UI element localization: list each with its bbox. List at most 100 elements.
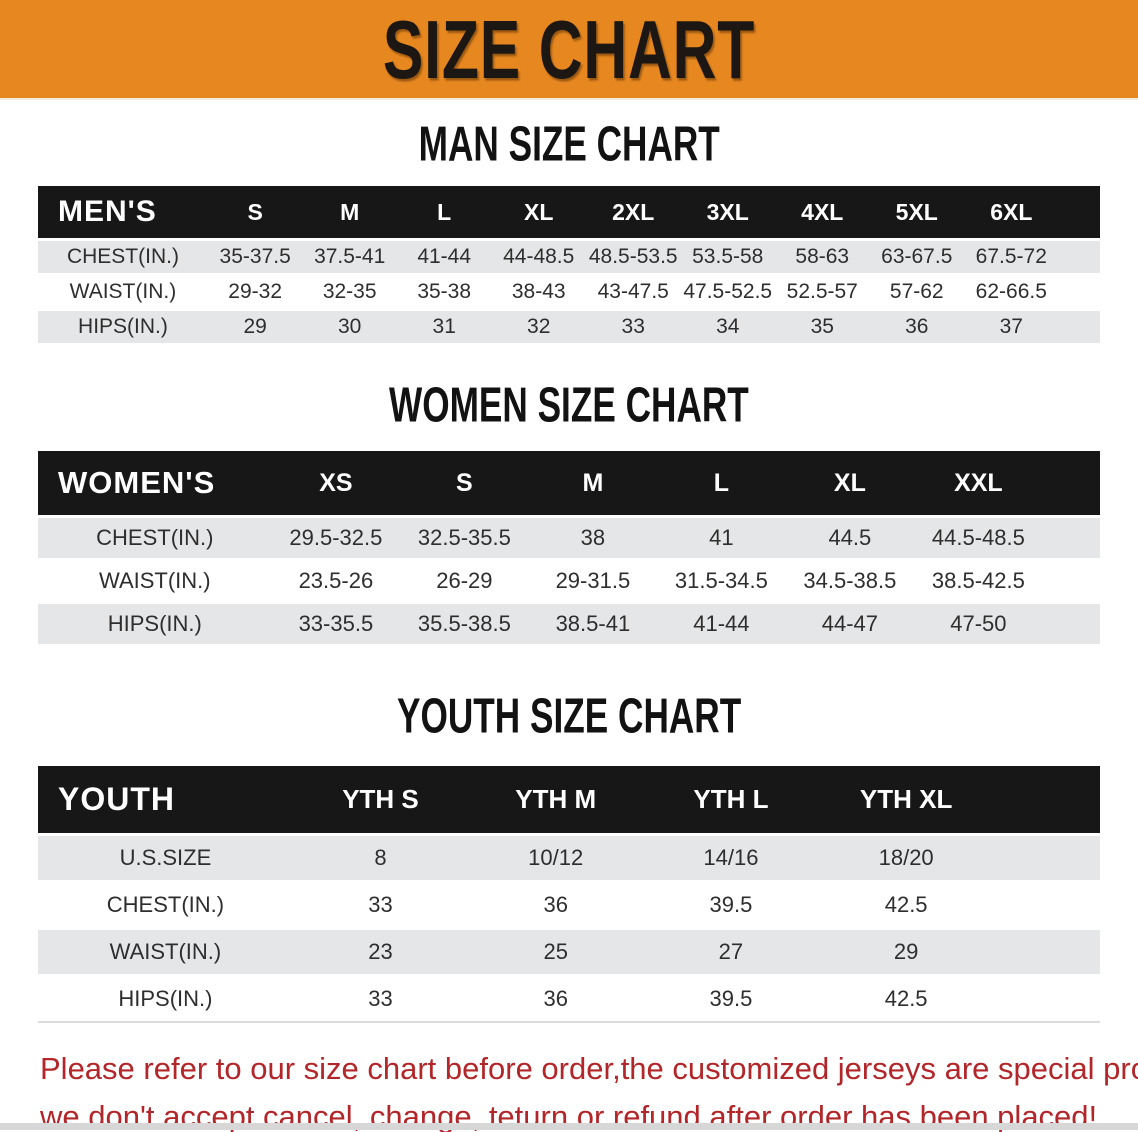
row-spacer-cell <box>1058 273 1100 310</box>
measurement-value-cell: 41 <box>657 515 786 560</box>
notice-line-1: Please refer to our size chart before or… <box>40 1051 1138 1086</box>
measurement-value-cell: 62-66.5 <box>964 273 1059 310</box>
measurement-value-cell: 34.5-38.5 <box>785 558 915 603</box>
size-column-header: S <box>400 451 529 517</box>
size-column-header: YTH M <box>468 766 644 835</box>
bottom-border-strip <box>0 1123 1138 1130</box>
measurement-row-label: WAIST(IN.) <box>38 273 208 310</box>
measurement-value-cell: 29.5-32.5 <box>271 515 401 560</box>
row-spacer-cell <box>1058 308 1100 343</box>
measurement-value-cell: 44.5 <box>785 515 915 560</box>
row-spacer-cell <box>1042 558 1100 603</box>
measurement-value-cell: 29 <box>207 308 303 343</box>
header-spacer-cell <box>993 766 1100 835</box>
size-data-row: U.S.SIZE 8 10/12 14/16 18/20 <box>38 833 1100 882</box>
measurement-value-cell: 63-67.5 <box>869 238 965 275</box>
measurement-value-cell: 33 <box>585 308 681 343</box>
measurement-row-label: WAIST(IN.) <box>38 927 293 976</box>
row-spacer-cell <box>993 974 1100 1023</box>
measurement-value-cell: 41-44 <box>396 238 492 275</box>
header-spacer-cell <box>1042 451 1100 517</box>
measurement-value-cell: 33 <box>292 880 469 929</box>
size-data-row: CHEST(IN.) 29.5-32.5 32.5-35.5 38 41 44.5 44.5… <box>38 515 1100 560</box>
size-column-header: XXL <box>914 451 1043 517</box>
measurement-value-cell: 27 <box>643 927 819 976</box>
measurement-value-cell: 36 <box>468 974 644 1023</box>
row-spacer-cell <box>1042 515 1100 560</box>
size-data-row: CHEST(IN.) 33 36 39.5 42.5 <box>38 880 1100 929</box>
row-spacer-cell <box>993 927 1100 976</box>
measurement-value-cell: 53.5-58 <box>680 238 775 275</box>
measurement-value-cell: 38.5-41 <box>528 601 658 644</box>
measurement-value-cell: 31.5-34.5 <box>657 558 786 603</box>
size-data-row: HIPS(IN.) 29 30 31 32 33 34 35 36 37 <box>38 308 1100 343</box>
header-spacer-cell <box>1058 186 1100 240</box>
measurement-row-label: WAIST(IN.) <box>38 558 272 603</box>
men-section-heading: MAN SIZE CHART <box>0 117 1138 172</box>
size-column-header: XL <box>491 186 586 240</box>
measurement-value-cell: 67.5-72 <box>964 238 1059 275</box>
women-section-heading-text: WOMEN SIZE CHART <box>389 378 749 433</box>
section-men-size-chart: MAN SIZE CHART MEN'S S M L XL 2XL 3XL 4XL 5XL 6XL… <box>0 117 1138 343</box>
measurement-value-cell: 38-43 <box>491 273 586 310</box>
size-column-header: L <box>657 451 786 517</box>
youth-section-heading: YOUTH SIZE CHART <box>0 689 1138 744</box>
measurement-value-cell: 37.5-41 <box>302 238 397 275</box>
order-notice: Please refer to our size chart before or… <box>40 1045 1138 1132</box>
measurement-value-cell: 39.5 <box>643 974 819 1023</box>
measurement-value-cell: 38.5-42.5 <box>914 558 1043 603</box>
measurement-value-cell: 35-38 <box>396 273 492 310</box>
size-column-header: S <box>207 186 303 240</box>
size-data-row: WAIST(IN.) 23.5-26 26-29 29-31.5 31.5-34.5 34… <box>38 558 1100 603</box>
size-header-row: YOUTH YTH S YTH M YTH L YTH XL <box>38 766 1100 835</box>
measurement-value-cell: 52.5-57 <box>775 273 870 310</box>
measurement-value-cell: 26-29 <box>400 558 529 603</box>
measurement-value-cell: 44-48.5 <box>491 238 586 275</box>
table-corner-label: YOUTH <box>38 766 293 835</box>
measurement-value-cell: 44-47 <box>785 601 915 644</box>
size-column-header: 2XL <box>585 186 681 240</box>
measurement-value-cell: 58-63 <box>775 238 870 275</box>
table-corner-label: WOMEN'S <box>38 451 272 517</box>
table-corner-label: MEN'S <box>38 186 208 240</box>
title-banner: SIZE CHART <box>0 0 1138 100</box>
measurement-value-cell: 36 <box>468 880 644 929</box>
row-spacer-cell <box>1042 601 1100 644</box>
measurement-row-label: CHEST(IN.) <box>38 515 272 560</box>
row-spacer-cell <box>993 833 1100 882</box>
measurement-value-cell: 42.5 <box>818 880 994 929</box>
size-column-header: YTH L <box>643 766 819 835</box>
measurement-value-cell: 23.5-26 <box>271 558 401 603</box>
size-header-row: WOMEN'S XS S M L XL XXL <box>38 451 1100 517</box>
men-section-heading-text: MAN SIZE CHART <box>418 117 720 172</box>
measurement-row-label: CHEST(IN.) <box>38 880 293 929</box>
measurement-value-cell: 38 <box>528 515 658 560</box>
measurement-value-cell: 34 <box>680 308 775 343</box>
measurement-value-cell: 25 <box>468 927 644 976</box>
women-size-table: WOMEN'S XS S M L XL XXL CHEST(IN.) 29.5-32.5 32.5… <box>38 451 1100 644</box>
measurement-value-cell: 31 <box>396 308 492 343</box>
measurement-value-cell: 32-35 <box>302 273 397 310</box>
size-column-header: XL <box>785 451 915 517</box>
row-spacer-cell <box>1058 238 1100 275</box>
row-spacer-cell <box>993 880 1100 929</box>
measurement-value-cell: 37 <box>964 308 1059 343</box>
page-title: SIZE CHART <box>382 2 756 96</box>
section-women-size-chart: WOMEN SIZE CHART WOMEN'S XS S M L XL XXL CHEST(… <box>0 378 1138 644</box>
measurement-value-cell: 57-62 <box>869 273 965 310</box>
measurement-row-label: HIPS(IN.) <box>38 308 208 343</box>
measurement-value-cell: 39.5 <box>643 880 819 929</box>
size-data-row: HIPS(IN.) 33 36 39.5 42.5 <box>38 974 1100 1023</box>
measurement-value-cell: 32 <box>491 308 586 343</box>
size-column-header: 6XL <box>964 186 1059 240</box>
measurement-value-cell: 44.5-48.5 <box>914 515 1043 560</box>
size-column-header: M <box>302 186 397 240</box>
size-column-header: L <box>396 186 492 240</box>
size-data-row: HIPS(IN.) 33-35.5 35.5-38.5 38.5-41 41-44 44-… <box>38 601 1100 644</box>
measurement-value-cell: 43-47.5 <box>585 273 681 310</box>
measurement-value-cell: 35.5-38.5 <box>400 601 529 644</box>
measurement-value-cell: 47-50 <box>914 601 1043 644</box>
measurement-value-cell: 18/20 <box>818 833 994 882</box>
measurement-value-cell: 33-35.5 <box>271 601 401 644</box>
size-data-row: WAIST(IN.) 29-32 32-35 35-38 38-43 43-47.5 47.… <box>38 273 1100 310</box>
